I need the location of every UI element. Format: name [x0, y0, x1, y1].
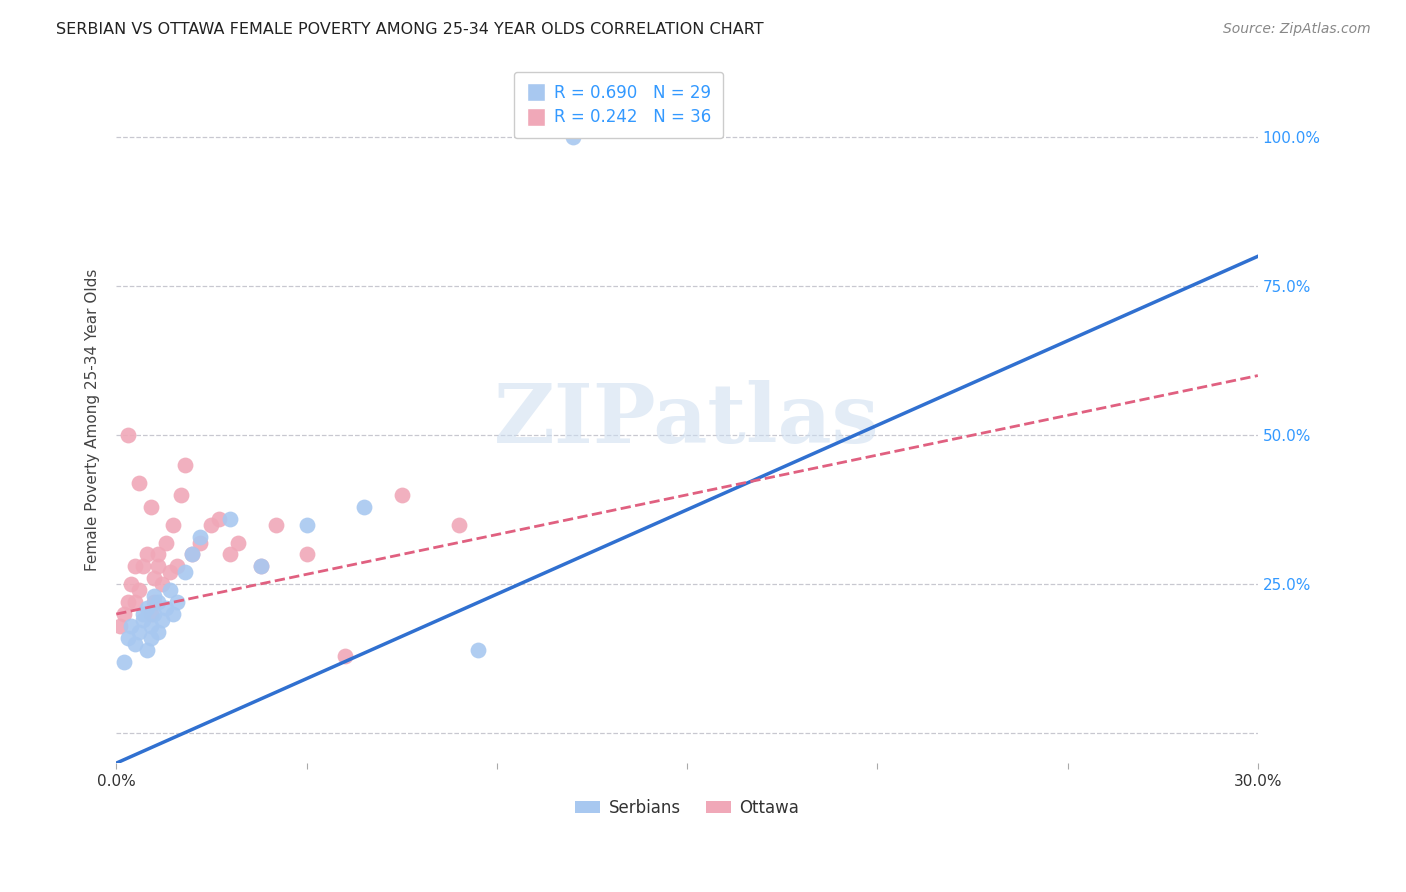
Point — [135, 601, 157, 615]
Point — [561, 130, 583, 145]
Point — [181, 548, 204, 562]
Point — [124, 559, 146, 574]
Point — [132, 607, 155, 621]
Point — [117, 595, 139, 609]
Point — [132, 559, 155, 574]
Point — [143, 607, 166, 621]
Point — [181, 548, 204, 562]
Point — [264, 517, 287, 532]
Point — [146, 595, 169, 609]
Point — [173, 458, 195, 472]
Text: SERBIAN VS OTTAWA FEMALE POVERTY AMONG 25-34 YEAR OLDS CORRELATION CHART: SERBIAN VS OTTAWA FEMALE POVERTY AMONG 2… — [56, 22, 763, 37]
Point — [250, 559, 273, 574]
Point — [188, 530, 211, 544]
Point — [166, 595, 188, 609]
Point — [139, 631, 162, 645]
Point — [112, 655, 135, 669]
Point — [128, 475, 150, 490]
Point — [143, 571, 166, 585]
Point — [250, 559, 273, 574]
Text: ZIPatlas: ZIPatlas — [495, 380, 880, 460]
Y-axis label: Female Poverty Among 25-34 Year Olds: Female Poverty Among 25-34 Year Olds — [86, 269, 100, 572]
Point — [166, 559, 188, 574]
Text: Source: ZipAtlas.com: Source: ZipAtlas.com — [1223, 22, 1371, 37]
Point — [219, 511, 242, 525]
Point — [117, 428, 139, 442]
Point — [208, 511, 231, 525]
Point — [467, 643, 489, 657]
Point — [132, 613, 155, 627]
Point — [447, 517, 470, 532]
Point — [121, 619, 143, 633]
Point — [162, 607, 184, 621]
Point — [226, 535, 249, 549]
Point — [353, 500, 375, 514]
Point — [159, 566, 181, 580]
Point — [295, 548, 318, 562]
Point — [219, 548, 242, 562]
Point — [117, 631, 139, 645]
Point — [200, 517, 222, 532]
Point — [128, 583, 150, 598]
Point — [162, 517, 184, 532]
Point — [143, 595, 166, 609]
Point — [155, 535, 177, 549]
Point — [139, 619, 162, 633]
Point — [108, 619, 131, 633]
Point — [143, 589, 166, 603]
Point — [391, 488, 413, 502]
Point — [170, 488, 193, 502]
Point — [128, 624, 150, 639]
Point — [135, 548, 157, 562]
Point — [135, 643, 157, 657]
Point — [333, 648, 356, 663]
Point — [146, 559, 169, 574]
Point — [159, 583, 181, 598]
Point — [139, 607, 162, 621]
Point — [146, 624, 169, 639]
Point — [188, 535, 211, 549]
Point — [173, 566, 195, 580]
Legend: Serbians, Ottawa: Serbians, Ottawa — [568, 792, 806, 823]
Point — [150, 577, 173, 591]
Point — [139, 500, 162, 514]
Point — [146, 548, 169, 562]
Point — [112, 607, 135, 621]
Point — [150, 613, 173, 627]
Point — [124, 637, 146, 651]
Point — [124, 595, 146, 609]
Point — [295, 517, 318, 532]
Point — [155, 601, 177, 615]
Point — [121, 577, 143, 591]
